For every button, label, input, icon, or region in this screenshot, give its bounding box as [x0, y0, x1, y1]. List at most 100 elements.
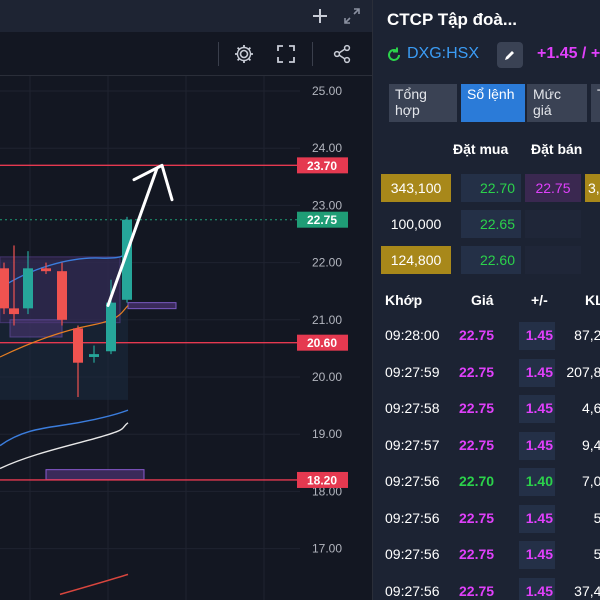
price-axis-label: 17.00	[312, 542, 342, 556]
expand-icon[interactable]	[340, 4, 364, 28]
toolbar-divider	[312, 42, 313, 66]
cell-bg	[461, 174, 521, 202]
trade-change: 1.45	[525, 327, 553, 343]
trend-arrow-head	[132, 163, 174, 202]
resistance-price-tag	[297, 157, 348, 174]
lower-support-price-label: 18.20	[307, 473, 337, 487]
chart-plot	[0, 163, 300, 596]
ticker-symbol[interactable]: DXG:HSX	[407, 45, 480, 62]
trade-price: 22.75	[459, 400, 495, 416]
cell-bg	[519, 468, 555, 496]
sell-price: 22.75	[525, 174, 581, 202]
trade-change: 1.45	[525, 546, 553, 562]
candle-body	[41, 268, 51, 272]
price-axis-label: 23.00	[312, 198, 342, 212]
candle-body	[106, 302, 116, 352]
lower-support-price-tag	[297, 471, 348, 488]
lower-band-line	[0, 409, 129, 447]
indicator-line	[59, 573, 129, 596]
trade-volume: 207,800	[566, 363, 600, 380]
orderbook-row[interactable]: 100,000 22.65	[373, 206, 600, 242]
trade-volume: 500	[557, 546, 600, 562]
price-axis: 25.0024.0023.0022.0021.0020.0019.0018.00…	[297, 84, 348, 556]
tab-price-levels[interactable]: Mức giá	[527, 84, 587, 122]
trade-price: 22.70	[459, 473, 495, 489]
price-axis-label: 22.00	[312, 256, 342, 270]
trade-row[interactable]: 09:28:00 22.75 1.45 87,200	[373, 318, 600, 354]
trades-header-price: Giá	[471, 292, 494, 308]
trade-time: 09:27:58	[385, 400, 440, 416]
tab-label: Sổ lệnh	[467, 86, 515, 102]
trade-row[interactable]: 09:27:59 22.75 1.45 207,800	[373, 355, 600, 391]
cell-bg	[519, 322, 555, 350]
chart-title-bar	[0, 0, 372, 32]
buy-price: 22.70	[479, 180, 515, 196]
plus-icon[interactable]	[308, 4, 332, 28]
trade-change: 1.40	[525, 473, 553, 489]
price-axis-label: 20.00	[312, 370, 342, 384]
tab-more[interactable]: T k	[591, 84, 600, 122]
toolbar-divider	[218, 42, 219, 66]
stock-name: CTCP Tập đoà...	[387, 10, 518, 29]
tab-orderbook[interactable]: Sổ lệnh	[461, 84, 525, 122]
trade-time: 09:27:59	[385, 363, 440, 380]
trade-price: 22.75	[459, 363, 495, 380]
candle-body	[23, 268, 33, 309]
trade-time: 09:28:00	[385, 327, 440, 343]
buy-volume: 343,100	[381, 174, 451, 202]
cell-bg	[519, 358, 555, 387]
cell-bg	[519, 541, 555, 569]
trade-time: 09:27:56	[385, 473, 440, 489]
candle-body	[57, 271, 67, 320]
orderbook-row[interactable]: 124,800 22.60	[373, 242, 600, 278]
cell-bg	[525, 246, 581, 274]
price-change: +1.45 / +	[537, 45, 600, 62]
gear-icon[interactable]	[232, 42, 256, 66]
cell-bg	[461, 246, 521, 274]
buy-price: 22.60	[479, 252, 515, 268]
trade-price: 22.75	[459, 327, 495, 343]
tab-overview[interactable]: Tổng hợp	[389, 84, 457, 122]
trade-price: 22.75	[459, 582, 495, 599]
sell-volume: 3,	[585, 174, 600, 202]
price-axis-label: 24.00	[312, 141, 342, 155]
trade-row[interactable]: 09:27:56 22.70 1.40 7,000	[373, 464, 600, 500]
candle-body	[0, 268, 9, 309]
order-panel: CTCP Tập đoà... DXG:HSX +1.45 / + Tổng h…	[372, 0, 600, 600]
range-zone	[127, 302, 177, 310]
trade-change: 1.45	[525, 582, 553, 599]
chart-grid	[0, 76, 300, 600]
trade-row[interactable]: 09:27:56 22.75 1.45 37,400	[373, 574, 600, 600]
candle-body	[122, 219, 132, 300]
trade-row[interactable]: 09:27:58 22.75 1.45 4,600	[373, 391, 600, 427]
price-chart[interactable]: 25.0024.0023.0022.0021.0020.0019.0018.00…	[0, 0, 372, 600]
trade-row[interactable]: 09:27:56 22.75 1.45500	[373, 501, 600, 537]
trade-row[interactable]: 09:27:57 22.75 1.45 9,400	[373, 428, 600, 464]
tab-label: T k	[597, 86, 600, 102]
trade-time: 09:27:56	[385, 582, 440, 599]
orderbook-row[interactable]: 343,100 22.70 22.75 3,	[373, 170, 600, 206]
price-axis-label: 21.00	[312, 313, 342, 327]
trade-volume: 4,600	[581, 400, 600, 416]
price-axis-label: 19.00	[312, 427, 342, 441]
current-price-label: 22.75	[307, 213, 337, 227]
fullscreen-icon[interactable]	[274, 42, 298, 66]
pencil-icon	[505, 51, 514, 60]
resistance-price-label: 23.70	[307, 159, 337, 173]
trades-header-change: +/-	[531, 292, 548, 308]
trade-price: 22.75	[459, 546, 495, 562]
trade-change: 1.45	[525, 436, 553, 453]
edit-button[interactable]	[497, 42, 523, 68]
trade-time: 09:27:57	[385, 436, 440, 453]
share-icon[interactable]	[330, 42, 354, 66]
chart-panel[interactable]: 25.00 24.00 23.00 22.00 21.00 20.00 19.00 18.00…	[0, 0, 372, 600]
candle-body	[9, 308, 19, 315]
buy-price: 22.65	[479, 216, 515, 232]
trade-volume: 37,400	[574, 582, 600, 599]
moving-average-line	[0, 305, 129, 358]
trade-row[interactable]: 09:27:56 22.75 1.45500	[373, 537, 600, 573]
trade-price: 22.75	[459, 436, 495, 453]
trade-volume: 500	[557, 510, 600, 526]
refresh-icon[interactable]	[385, 46, 403, 64]
